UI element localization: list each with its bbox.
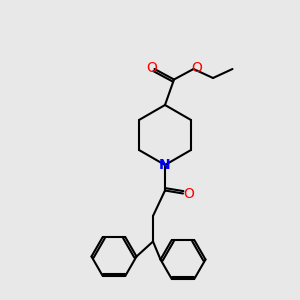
Text: O: O (191, 61, 202, 74)
Text: N: N (159, 158, 171, 172)
Text: O: O (146, 61, 157, 74)
Text: O: O (184, 187, 194, 200)
